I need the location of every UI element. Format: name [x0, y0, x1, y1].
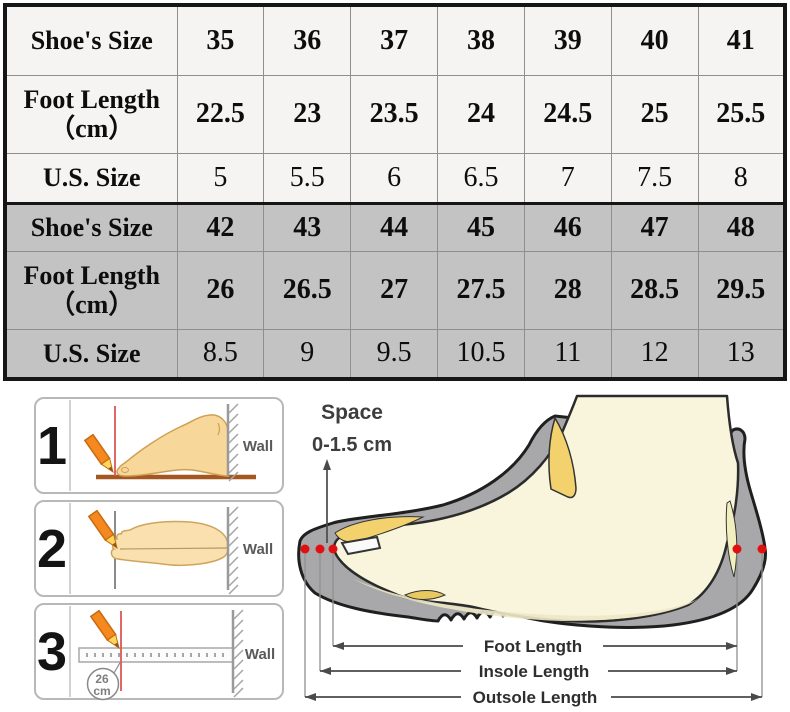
size-cell: 28 [523, 250, 612, 330]
toe-lining [334, 516, 425, 543]
wall-label: Wall [243, 541, 273, 558]
wall-label: Wall [245, 646, 275, 663]
wall-icon [226, 403, 239, 482]
measure-unit: cm [93, 684, 110, 698]
table-row: Foot Length （cm） 22.5 23 23.5 24 24.5 25… [4, 74, 786, 154]
arch-lining [403, 590, 447, 600]
foot-length-arrow [333, 642, 737, 650]
size-cell: 9.5 [350, 328, 439, 380]
pencil-icon [87, 509, 118, 550]
row-label: U.S. Size [4, 152, 178, 204]
table-row: Foot Length （cm） 26 26.5 27 27.5 28 28.5… [4, 250, 786, 330]
size-cell: 28.5 [610, 250, 699, 330]
size-cell: 24 [437, 74, 525, 154]
step-panel-1: 1 Wall [34, 397, 284, 494]
size-cell: 8.5 [176, 328, 265, 380]
shoe-cross-section-illustration: Space 0-1.5 cm Foot Length Insole Length [297, 394, 767, 707]
size-cell: 26 [176, 250, 265, 330]
size-cell: 5.5 [263, 152, 352, 204]
step-number: 3 [37, 622, 67, 682]
size-cell: 10.5 [437, 328, 525, 380]
size-cell: 25.5 [697, 74, 786, 154]
foot-length-label: Foot Length [484, 637, 582, 656]
size-cell: 27.5 [437, 250, 525, 330]
size-cell: 47 [610, 201, 699, 252]
row-label: Foot Length （cm） [4, 250, 178, 330]
foot-side-icon [116, 414, 229, 477]
size-cell: 6 [350, 152, 439, 204]
toe-nail-detail [121, 467, 129, 473]
size-cell: 39 [523, 4, 612, 76]
table-row: Shoe's Size 42 43 44 45 46 47 48 [4, 201, 786, 252]
size-cell: 13 [697, 328, 786, 380]
size-cell: 43 [263, 201, 352, 252]
size-cell: 42 [176, 201, 265, 252]
space-label: Space [321, 401, 383, 424]
size-cell: 46 [523, 201, 612, 252]
step-number: 1 [37, 416, 67, 476]
step-panel-3: 3 26 cm Wall [34, 603, 284, 701]
size-cell: 44 [350, 201, 439, 252]
row-label: U.S. Size [4, 328, 178, 380]
table-row: U.S. Size 8.5 9 9.5 10.5 11 12 13 [4, 328, 786, 380]
ankle-detail [217, 422, 221, 436]
table-row: Shoe's Size 35 36 37 38 39 40 41 [4, 4, 786, 76]
heel-lining [725, 500, 738, 578]
size-cell: 41 [697, 4, 786, 76]
size-cell: 48 [697, 201, 786, 252]
measure-circle: 26 cm [86, 660, 122, 701]
size-cell: 40 [610, 4, 699, 76]
table-row: U.S. Size 5 5.5 6 6.5 7 7.5 8 [4, 152, 786, 204]
step-panel-2: 2 Wall [34, 500, 284, 597]
pencil-icon [89, 609, 120, 650]
size-cell: 36 [263, 4, 352, 76]
space-value: 0-1.5 cm [312, 434, 392, 456]
ruler-icon [78, 647, 234, 663]
size-cell: 37 [350, 4, 439, 76]
size-cell: 23 [263, 74, 352, 154]
size-cell: 12 [610, 328, 699, 380]
size-cell: 35 [176, 4, 265, 76]
outsole-length-arrow [305, 693, 762, 701]
toe-cap [340, 535, 382, 556]
wall-icon [226, 506, 239, 595]
size-cell: 11 [523, 328, 612, 380]
pencil-icon [83, 433, 114, 474]
measure-value: 26 [95, 672, 109, 686]
size-cell: 26.5 [263, 250, 352, 330]
foot-and-leg [332, 394, 740, 623]
size-cell: 5 [176, 152, 265, 204]
size-cell: 7 [523, 152, 612, 204]
insole-length-label: Insole Length [479, 662, 590, 681]
size-conversion-table: Shoe's Size 35 36 37 38 39 40 41 Foot Le… [3, 3, 787, 381]
row-label: Shoe's Size [4, 201, 178, 252]
size-cell: 23.5 [350, 74, 439, 154]
size-cell: 8 [697, 152, 786, 204]
size-cell: 9 [263, 328, 352, 380]
size-cell: 29.5 [697, 250, 786, 330]
size-cell: 24.5 [523, 74, 612, 154]
insole-length-arrow [320, 667, 737, 675]
measurement-steps-illustration: 1 Wall [34, 397, 284, 701]
outsole-length-label: Outsole Length [473, 688, 598, 707]
measure-dots [300, 544, 767, 554]
size-cell: 38 [437, 4, 525, 76]
callout-leader [113, 660, 122, 674]
guide-lines [304, 554, 763, 697]
wall-icon [231, 609, 244, 698]
row-label: Shoe's Size [4, 4, 178, 76]
wall-label: Wall [243, 438, 273, 455]
space-arrow [323, 459, 331, 543]
size-cell: 6.5 [437, 152, 525, 204]
size-cell: 25 [610, 74, 699, 154]
step-number: 2 [37, 519, 67, 579]
size-cell: 7.5 [610, 152, 699, 204]
size-cell: 45 [437, 201, 525, 252]
row-label: Foot Length （cm） [4, 74, 178, 154]
size-cell: 27 [350, 250, 439, 330]
collar-lining [548, 416, 577, 499]
measurement-guide: 1 Wall [0, 391, 790, 712]
size-cell: 22.5 [176, 74, 265, 154]
